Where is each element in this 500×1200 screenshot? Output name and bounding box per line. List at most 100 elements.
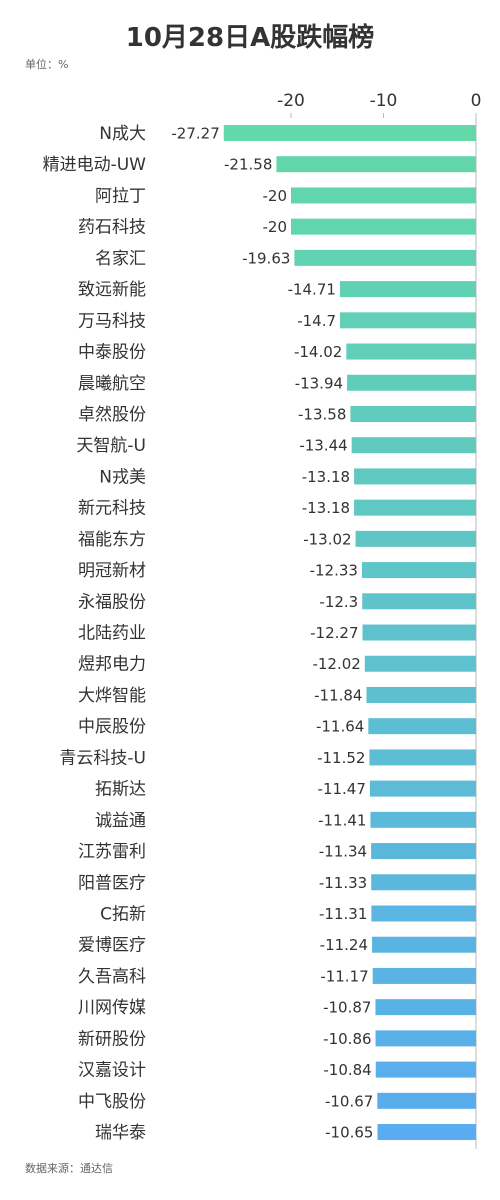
chart-title: 10月28日A股跌幅榜: [126, 22, 375, 53]
bar: [375, 1061, 476, 1078]
value-label: -12.33: [310, 562, 358, 580]
bar: [369, 749, 476, 766]
category-label: 明冠新材: [78, 561, 146, 581]
bar: [354, 499, 476, 516]
bar: [377, 1124, 476, 1141]
category-label: N戎美: [99, 467, 146, 487]
bar: [362, 624, 476, 641]
bar: [291, 218, 476, 235]
x-axis: -20 -10 0: [277, 91, 481, 1149]
category-label: 卓然股份: [78, 405, 146, 425]
value-label: -20: [263, 218, 288, 236]
bars-group: N成大 -27.27 精进电动-UW -21.58 阿拉丁 -20 药石科技 -20 名家汇 -1…: [43, 124, 476, 1143]
bar: [371, 843, 476, 860]
category-label: 汉嘉设计: [78, 1061, 146, 1081]
category-label: 中辰股份: [78, 717, 146, 737]
x-tick-label: -10: [370, 91, 398, 111]
value-label: -10.86: [323, 1030, 371, 1048]
value-label: -11.52: [317, 749, 365, 767]
value-label: -13.18: [302, 468, 350, 486]
bar: [375, 999, 476, 1016]
bar: [375, 1030, 476, 1047]
category-label: 诚益通: [95, 811, 146, 831]
category-label: 中飞股份: [78, 1092, 146, 1112]
category-label: 药石科技: [78, 218, 146, 238]
bar: [351, 437, 476, 454]
value-label: -21.58: [224, 156, 272, 174]
value-label: -10.87: [323, 999, 371, 1017]
category-label: 阳普医疗: [78, 873, 146, 893]
category-label: 北陆药业: [78, 624, 146, 644]
bar: [223, 125, 476, 141]
source-label: 数据来源：通达信: [25, 1161, 113, 1175]
value-label: -13.94: [295, 374, 343, 392]
category-label: 致远新能: [78, 280, 146, 300]
category-label: 永福股份: [78, 592, 146, 612]
category-label: 新研股份: [78, 1029, 146, 1049]
bar: [347, 374, 476, 391]
value-label: -10.84: [323, 1061, 371, 1079]
value-label: -14.7: [297, 312, 336, 330]
value-label: -11.47: [318, 780, 366, 798]
value-label: -12.3: [319, 593, 358, 611]
category-label: 阿拉丁: [95, 186, 146, 206]
category-label: 青云科技-U: [59, 748, 146, 768]
category-label: 名家汇: [95, 249, 146, 269]
category-label: 江苏雷利: [78, 842, 146, 862]
bar: [361, 562, 476, 579]
category-label: 瑞华泰: [95, 1123, 146, 1143]
bar: [339, 281, 476, 298]
value-label: -11.33: [319, 874, 367, 892]
category-label: 天智航-U: [76, 436, 146, 456]
category-label: 福能东方: [78, 530, 146, 550]
value-label: -11.84: [314, 686, 362, 704]
bar: [340, 312, 476, 329]
category-label: 大烨智能: [78, 686, 146, 706]
value-label: -11.24: [320, 936, 368, 954]
value-label: -11.64: [316, 718, 364, 736]
value-label: -11.41: [318, 811, 366, 829]
category-label: 爱博医疗: [78, 936, 146, 956]
bar: [369, 780, 476, 797]
category-label: 万马科技: [78, 311, 146, 331]
value-label: -14.71: [288, 281, 336, 299]
bar: [370, 811, 476, 828]
value-label: -14.02: [294, 343, 342, 361]
value-label: -13.02: [303, 530, 351, 548]
bar: [368, 718, 476, 735]
unit-label: 单位：%: [25, 57, 68, 71]
bar: [362, 593, 476, 610]
bar: [276, 156, 476, 173]
category-label: 久吾高科: [78, 967, 146, 987]
category-label: 煜邦电力: [78, 655, 146, 675]
bar: [355, 530, 476, 547]
bar: [291, 187, 476, 204]
x-tick-label: -20: [277, 91, 305, 111]
value-label: -11.34: [319, 843, 367, 861]
bar: [372, 936, 476, 953]
value-label: -10.65: [325, 1124, 373, 1142]
category-label: 晨曦航空: [78, 374, 146, 394]
category-label: 精进电动-UW: [43, 155, 147, 175]
bar: [371, 874, 476, 891]
bar: [294, 249, 476, 266]
category-label: 川网传媒: [78, 998, 146, 1018]
x-tick-label: 0: [471, 91, 482, 111]
bar: [377, 1092, 476, 1109]
bar: [354, 468, 476, 485]
category-label: 中泰股份: [78, 343, 146, 363]
value-label: -13.18: [302, 499, 350, 517]
value-label: -10.67: [325, 1092, 373, 1110]
category-label: C拓新: [100, 905, 146, 925]
bar: [372, 967, 476, 984]
value-label: -11.17: [320, 967, 368, 985]
category-label: 新元科技: [78, 499, 146, 519]
bar: [366, 686, 476, 703]
value-label: -13.58: [298, 405, 346, 423]
value-label: -12.02: [312, 655, 360, 673]
value-label: -20: [263, 187, 288, 205]
bar: [350, 405, 476, 422]
value-label: -27.27: [171, 125, 219, 143]
bar: [346, 343, 476, 360]
